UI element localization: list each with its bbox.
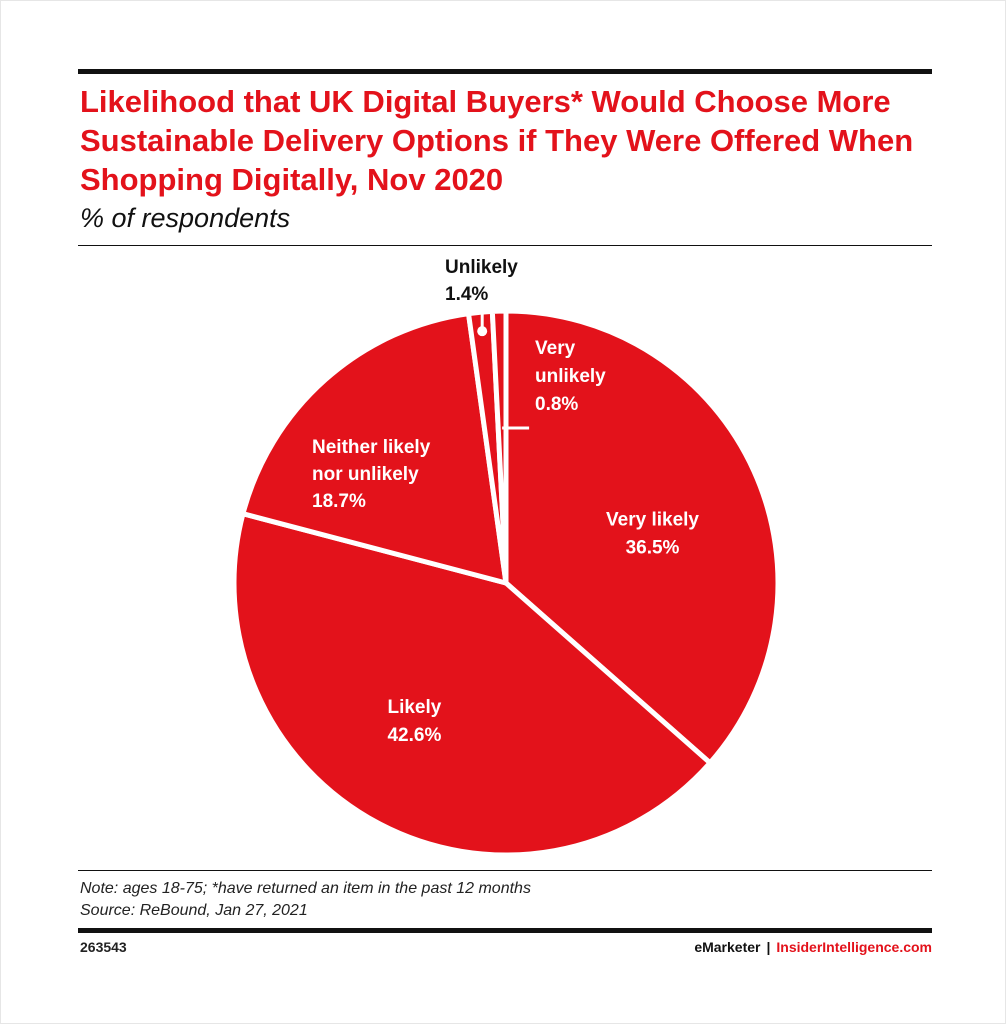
bottom-rule [78,928,932,933]
slice-label-unlikely: Unlikely 1.4% [445,257,518,305]
pie-chart: Very likely 36.5% Likely 42.6% Neither likel… [231,257,781,858]
chart-subtitle: % of respondents [80,203,291,233]
note-text: Note: ages 18-75; *have returned an item… [80,880,531,897]
slice-label-very-unlikely: Very unlikely 0.8% [535,338,606,415]
source-text: Source: ReBound, Jan 27, 2021 [80,902,308,919]
chart-id: 263543 [80,939,127,955]
subtitle-rule [78,245,932,246]
footnotes: Note: ages 18-75; *have returned an item… [80,878,531,922]
pie-slice-likely [231,511,713,858]
brand-separator: | [766,939,771,955]
branding: eMarketer | InsiderIntelligence.com [694,939,932,955]
slice-label-likely: Likely 42.6% [387,697,441,746]
emarketer-brand: eMarketer [694,939,761,955]
footer-rule [78,870,932,871]
unlikely-leader-dot [477,326,488,337]
pie-chart-area: Very likely 36.5% Likely 42.6% Neither likel… [78,250,932,868]
insider-intelligence-link[interactable]: InsiderIntelligence.com [776,939,932,955]
pie-slice-very-likely [503,308,781,766]
slice-label-very-likely: Very likely 36.5% [606,509,699,558]
chart-title: Likelihood that UK Digital Buyers* Would… [80,84,914,197]
slice-label-neither: Neither likely nor unlikely 18.7% [312,437,431,512]
top-rule [78,69,932,74]
pie-slice-neither [240,311,509,586]
pie-slice-very-unlikely [489,308,509,586]
